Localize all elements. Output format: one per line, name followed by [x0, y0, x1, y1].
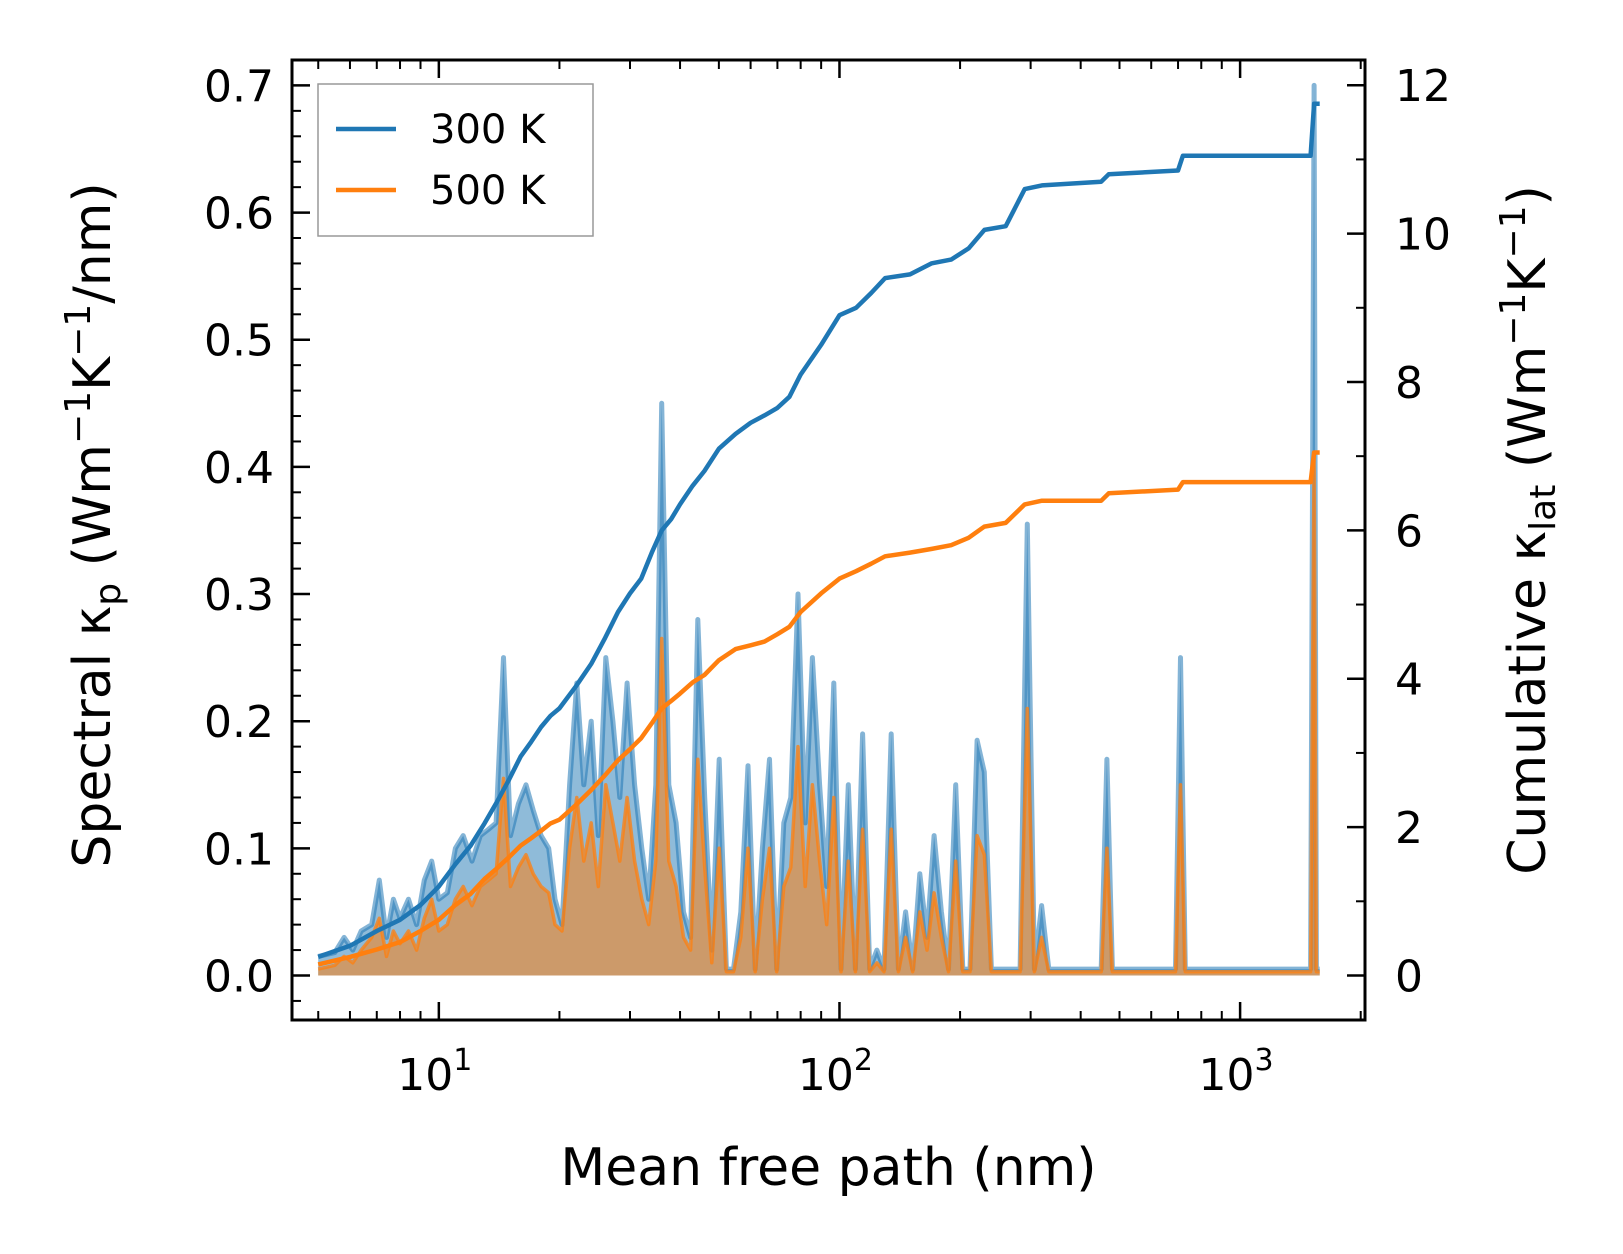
cumulative-line-300-k — [317, 101, 1320, 960]
y-left-tick-label: 0.7 — [204, 61, 274, 112]
y-right-axis-title-part: (Wm — [1498, 346, 1558, 485]
y-left-axis-title-part: /nm) — [63, 182, 123, 303]
cumulative-line-500-k — [317, 450, 1320, 967]
plot-area — [317, 82, 1320, 976]
y-right-tick-label: 4 — [1395, 655, 1423, 706]
x-tick-base: 10 — [397, 1050, 453, 1101]
y-right-tick-label: 12 — [1395, 61, 1451, 112]
legend-label: 500 K — [430, 168, 547, 214]
spectral-line-500-k — [317, 452, 1320, 974]
y-right-axis-title-part: Cumulative κ — [1498, 531, 1558, 875]
y-right-tick-label: 2 — [1395, 803, 1423, 854]
x-tick-base: 10 — [798, 1050, 854, 1101]
y-left-tick-label: 0.5 — [204, 316, 274, 367]
axis-labels: 101 102 1030.00.10.20.30.40.50.60.70246810… — [58, 61, 1564, 1198]
y-left-tick-label: 0.4 — [204, 443, 274, 494]
axes — [290, 58, 1367, 1022]
x-tick-exp: 3 — [1255, 1043, 1274, 1078]
y-left-axis-title-part: Spectral κ — [63, 606, 123, 868]
y-right-tick-label: 6 — [1395, 506, 1423, 557]
y-right-axis-title-part: −1 — [1493, 293, 1534, 346]
y-left-axis-title-part: −1 — [58, 304, 99, 357]
y-right-axis-title-part: −1 — [1493, 205, 1534, 258]
y-right-axis-title-part: ) — [1498, 185, 1558, 205]
y-left-tick-label: 0.1 — [204, 824, 274, 875]
y-left-axis-title-part: p — [88, 583, 129, 606]
plot-series-group — [317, 82, 1320, 976]
y-right-tick-label: 8 — [1395, 358, 1423, 409]
y-right-axis-title-part: K — [1498, 257, 1558, 293]
y-left-axis-title-part: −1 — [58, 391, 99, 444]
y-left-tick-label: 0.6 — [204, 189, 274, 240]
x-tick-exp: 1 — [453, 1043, 472, 1078]
y-right-axis-title: Cumulative κlat (Wm−1K−1) — [1493, 185, 1564, 875]
x-tick-label: 101 — [397, 1043, 472, 1101]
x-tick-label: 102 — [798, 1043, 873, 1101]
x-axis-title: Mean free path (nm) — [560, 1138, 1096, 1198]
legend-box — [317, 83, 594, 237]
y-left-axis-title-part: K — [63, 355, 123, 391]
x-tick-exp: 2 — [854, 1043, 873, 1078]
y-left-axis-title: Spectral κp (Wm−1K−1/nm) — [58, 182, 129, 867]
y-right-axis-title-part: lat — [1523, 485, 1564, 531]
legend-label: 300 K — [430, 107, 547, 153]
legend: 300 K 500 K — [317, 83, 594, 237]
x-tick-label: 103 — [1199, 1043, 1274, 1101]
y-left-axis-title-part: (Wm — [63, 444, 123, 583]
x-tick-base: 10 — [1199, 1050, 1255, 1101]
axes-frame — [290, 58, 1367, 1022]
spectral-area-500-k — [318, 454, 1320, 976]
y-right-tick-label: 0 — [1395, 951, 1423, 1002]
y-left-tick-label: 0.2 — [204, 697, 274, 748]
y-left-tick-label: 0.3 — [204, 570, 274, 621]
y-left-tick-label: 0.0 — [204, 951, 274, 1002]
y-right-tick-label: 10 — [1395, 210, 1451, 261]
